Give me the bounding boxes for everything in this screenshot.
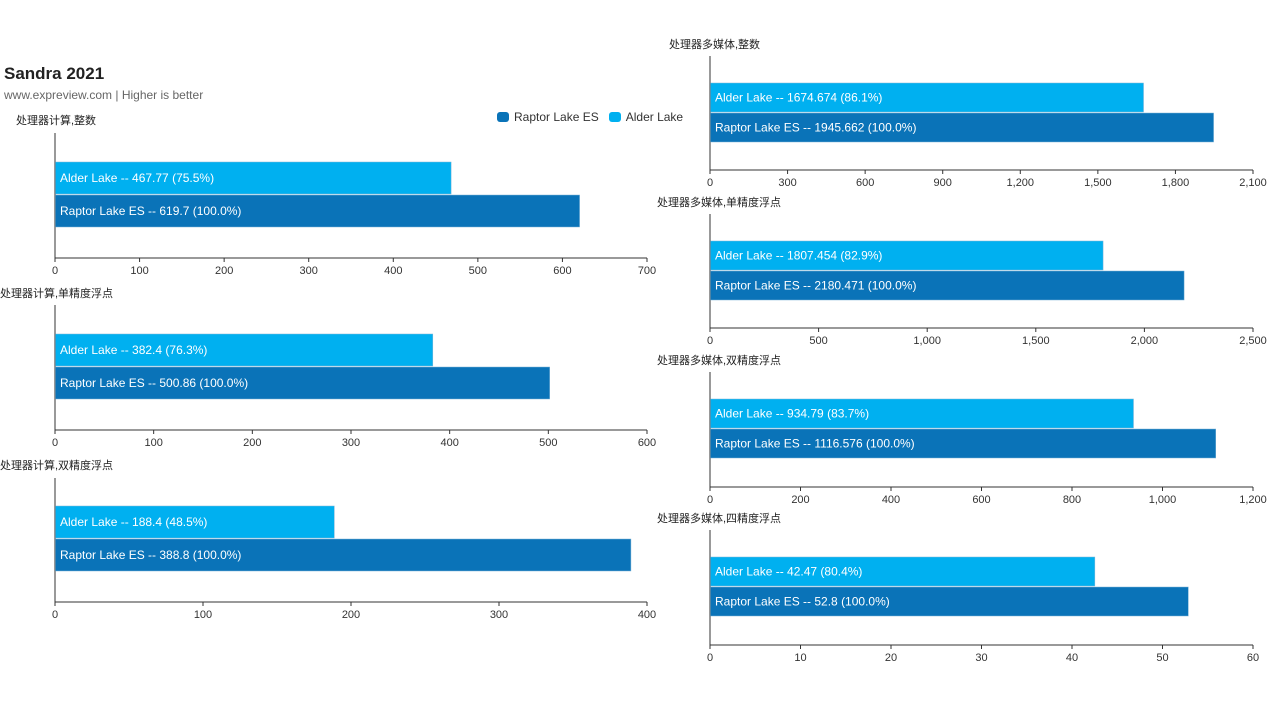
- chart-3-tick-label: 2,100: [1239, 177, 1267, 189]
- chart-4-bar-alder: [710, 240, 1104, 271]
- chart-2-bar-raptor: [55, 538, 632, 572]
- chart-6-bar-label: Alder Lake -- 42.47 (80.4%): [715, 565, 862, 579]
- chart-4-tick-label: 1,500: [1022, 335, 1050, 347]
- chart-3-bar-raptor: [710, 112, 1214, 143]
- chart-5-bar-label: Raptor Lake ES -- 1116.576 (100.0%): [715, 437, 915, 451]
- chart-3-tick-label: 0: [707, 177, 713, 189]
- chart-5-tick-label: 1,000: [1149, 494, 1177, 506]
- page-subtitle: www.expreview.com | Higher is better: [4, 88, 204, 102]
- chart-0-bar-label: Raptor Lake ES -- 619.7 (100.0%): [60, 204, 241, 218]
- chart-5-tick-label: 0: [707, 494, 713, 506]
- chart-6-bar-label: Raptor Lake ES -- 52.8 (100.0%): [715, 595, 890, 609]
- chart-3-bar-label: Alder Lake -- 1674.674 (86.1%): [715, 91, 882, 105]
- chart-5-tick-label: 800: [1063, 494, 1081, 506]
- chart-0-tick-label: 100: [130, 265, 148, 277]
- legend: Raptor Lake ES Alder Lake: [497, 110, 683, 124]
- chart-5-tick-label: 600: [972, 494, 990, 506]
- chart-6-tick-label: 10: [794, 652, 806, 664]
- chart-6-tick-label: 30: [975, 652, 987, 664]
- chart-1-bar-raptor: [55, 366, 550, 400]
- legend-label-alder: Alder Lake: [625, 110, 684, 124]
- legend-item-alder[interactable]: Alder Lake: [608, 110, 684, 124]
- page-title: Sandra 2021: [4, 64, 105, 83]
- chart-1-tick-label: 300: [342, 437, 360, 449]
- chart-1-bar-alder: [55, 333, 434, 367]
- chart-4-bar-raptor: [710, 270, 1185, 301]
- chart-1-tick-label: 200: [243, 437, 261, 449]
- chart-2-bar-alder: [55, 505, 335, 539]
- chart-2-tick-label: 400: [638, 609, 656, 621]
- chart-0-bar-alder: [55, 161, 452, 195]
- chart-3-title: 处理器多媒体,整数: [669, 37, 760, 51]
- chart-header: Sandra 2021 www.expreview.com | Higher i…: [4, 64, 203, 102]
- chart-3-bar-label: Raptor Lake ES -- 1945.662 (100.0%): [715, 121, 916, 135]
- chart-1-bar-label: Raptor Lake ES -- 500.86 (100.0%): [60, 376, 248, 390]
- chart-3-tick-label: 1,500: [1084, 177, 1112, 189]
- chart-4-tick-label: 0: [707, 335, 713, 347]
- chart-4-tick-label: 2,000: [1131, 335, 1159, 347]
- chart-2-bar-label: Raptor Lake ES -- 388.8 (100.0%): [60, 548, 241, 562]
- legend-swatch-raptor: [497, 112, 509, 122]
- chart-5-tick-label: 1,200: [1239, 494, 1267, 506]
- chart-1-tick-label: 600: [638, 437, 656, 449]
- chart-0-bar-raptor: [55, 194, 580, 228]
- chart-3-tick-label: 900: [934, 177, 952, 189]
- chart-2-tick-label: 200: [342, 609, 360, 621]
- chart-2-tick-label: 100: [194, 609, 212, 621]
- chart-0-tick-label: 0: [52, 265, 58, 277]
- chart-1-tick-label: 500: [539, 437, 557, 449]
- chart-4-tick-label: 500: [809, 335, 827, 347]
- chart-4-title: 处理器多媒体,单精度浮点: [657, 195, 781, 209]
- chart-2-bar-label: Alder Lake -- 188.4 (48.5%): [60, 515, 207, 529]
- chart-1-tick-label: 0: [52, 437, 58, 449]
- chart-6-tick-label: 0: [707, 652, 713, 664]
- chart-1-tick-label: 400: [440, 437, 458, 449]
- chart-3-tick-label: 600: [856, 177, 874, 189]
- chart-5-bar-alder: [710, 398, 1134, 429]
- chart-5-tick-label: 200: [791, 494, 809, 506]
- chart-3-tick-label: 1,800: [1162, 177, 1190, 189]
- chart-4-tick-label: 2,500: [1239, 335, 1267, 347]
- chart-0-tick-label: 300: [300, 265, 318, 277]
- chart-6-title: 处理器多媒体,四精度浮点: [657, 511, 781, 525]
- chart-1-tick-label: 100: [144, 437, 162, 449]
- legend-swatch-alder: [608, 112, 621, 122]
- chart-0-bar-label: Alder Lake -- 467.77 (75.5%): [60, 171, 214, 185]
- chart-3-tick-label: 300: [778, 177, 796, 189]
- chart-4-bar-label: Raptor Lake ES -- 2180.471 (100.0%): [715, 279, 916, 293]
- chart-5-bar-raptor: [710, 428, 1217, 459]
- chart-0-tick-label: 500: [469, 265, 487, 277]
- chart-2-title: 处理器计算,双精度浮点: [0, 458, 113, 472]
- chart-5-tick-label: 400: [882, 494, 900, 506]
- chart-6-tick-label: 50: [1156, 652, 1168, 664]
- chart-3-tick-label: 1,200: [1007, 177, 1035, 189]
- chart-2-tick-label: 300: [490, 609, 508, 621]
- chart-5-title: 处理器多媒体,双精度浮点: [657, 353, 781, 367]
- chart-6-tick-label: 40: [1066, 652, 1078, 664]
- chart-6-bar-raptor: [710, 586, 1189, 617]
- chart-1-title: 处理器计算,单精度浮点: [0, 286, 113, 300]
- chart-5-bar-label: Alder Lake -- 934.79 (83.7%): [715, 407, 869, 421]
- chart-0-tick-label: 400: [384, 265, 402, 277]
- chart-6-tick-label: 20: [885, 652, 897, 664]
- chart-0-title: 处理器计算,整数: [16, 113, 96, 127]
- chart-3-bar-alder: [710, 82, 1144, 113]
- chart-4-tick-label: 1,000: [913, 335, 941, 347]
- legend-label-raptor: Raptor Lake ES: [514, 110, 599, 124]
- chart-0-tick-label: 700: [638, 265, 656, 277]
- chart-2-tick-label: 0: [52, 609, 58, 621]
- chart-1-bar-label: Alder Lake -- 382.4 (76.3%): [60, 343, 207, 357]
- chart-6-tick-label: 60: [1247, 652, 1259, 664]
- chart-4-bar-label: Alder Lake -- 1807.454 (82.9%): [715, 249, 882, 263]
- chart-0-tick-label: 600: [553, 265, 571, 277]
- chart-0-tick-label: 200: [215, 265, 233, 277]
- chart-6-bar-alder: [710, 556, 1096, 587]
- legend-item-raptor[interactable]: Raptor Lake ES: [497, 110, 599, 124]
